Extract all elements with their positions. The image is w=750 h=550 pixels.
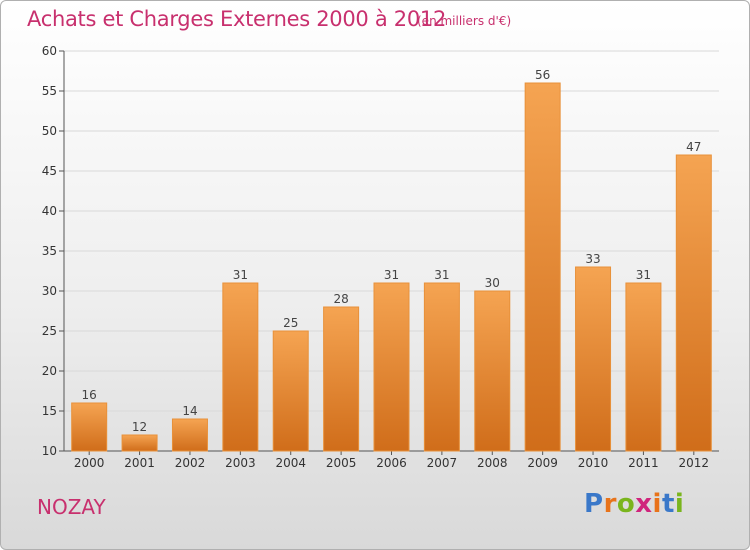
bar-2008[interactable]	[474, 290, 511, 452]
y-tick-label: 60	[42, 44, 57, 58]
data-label: 30	[485, 276, 500, 290]
x-tick-label: 2005	[326, 456, 357, 470]
bar-2006[interactable]	[373, 282, 410, 452]
chart-subtitle: (en milliers d'€)	[417, 14, 512, 28]
x-tick-label: 2001	[124, 456, 155, 470]
data-label: 16	[82, 388, 97, 402]
bar-2009[interactable]	[524, 82, 561, 452]
x-tick-label: 2012	[679, 456, 710, 470]
x-tick-label: 2000	[74, 456, 105, 470]
bar-2010[interactable]	[575, 266, 612, 452]
bar-2003[interactable]	[222, 282, 259, 452]
logo-letter: i	[652, 489, 662, 519]
x-tick-label: 2004	[275, 456, 306, 470]
y-tick-label: 55	[42, 84, 57, 98]
data-label: 31	[384, 268, 399, 282]
data-label: 12	[132, 420, 147, 434]
x-tick-label: 2009	[527, 456, 558, 470]
data-label: 33	[585, 252, 600, 266]
data-label: 47	[686, 140, 701, 154]
x-tick-label: 2002	[175, 456, 206, 470]
x-tick-label: 2003	[225, 456, 256, 470]
y-tick-label: 40	[42, 204, 57, 218]
bar-2011[interactable]	[625, 282, 662, 452]
bar-2000[interactable]	[71, 402, 108, 452]
logo-letter: x	[635, 489, 653, 519]
bars	[71, 82, 712, 452]
logo-letter: i	[674, 489, 685, 519]
y-tick-label: 30	[42, 284, 57, 298]
data-label: 31	[434, 268, 449, 282]
x-tick-label: 2006	[376, 456, 407, 470]
data-labels: 16 12 14 31 25 28 31 31 30 56 33 31 47	[82, 68, 702, 434]
y-tick-label: 15	[42, 404, 57, 418]
data-label: 31	[636, 268, 651, 282]
x-tick-label: 2008	[477, 456, 508, 470]
data-label: 14	[182, 404, 197, 418]
commune-name: NOZAY	[37, 495, 106, 519]
y-tick-label: 50	[42, 124, 57, 138]
bar-2012[interactable]	[675, 154, 712, 452]
logo-letter: o	[616, 489, 636, 519]
bar-2002[interactable]	[171, 418, 208, 452]
data-label: 28	[333, 292, 348, 306]
proxiti-logo[interactable]: Proxiti	[584, 489, 684, 519]
logo-letter: r	[603, 489, 617, 519]
bar-2004[interactable]	[272, 330, 309, 452]
bar-2001[interactable]	[121, 434, 158, 452]
data-label: 25	[283, 316, 298, 330]
data-label: 31	[233, 268, 248, 282]
bar-2007[interactable]	[423, 282, 460, 452]
y-tick-label: 35	[42, 244, 57, 258]
x-tick-label: 2011	[628, 456, 659, 470]
y-tick-label: 45	[42, 164, 57, 178]
x-tick-label: 2007	[427, 456, 458, 470]
data-label: 56	[535, 68, 550, 82]
bar-2005[interactable]	[323, 306, 360, 452]
chart-title: Achats et Charges Externes 2000 à 2012	[27, 7, 447, 31]
logo-letter: P	[584, 489, 604, 519]
logo-letter: t	[661, 489, 675, 519]
x-tick-label: 2010	[578, 456, 609, 470]
y-tick-label: 25	[42, 324, 57, 338]
y-tick-label: 10	[42, 444, 57, 458]
y-tick-label: 20	[42, 364, 57, 378]
